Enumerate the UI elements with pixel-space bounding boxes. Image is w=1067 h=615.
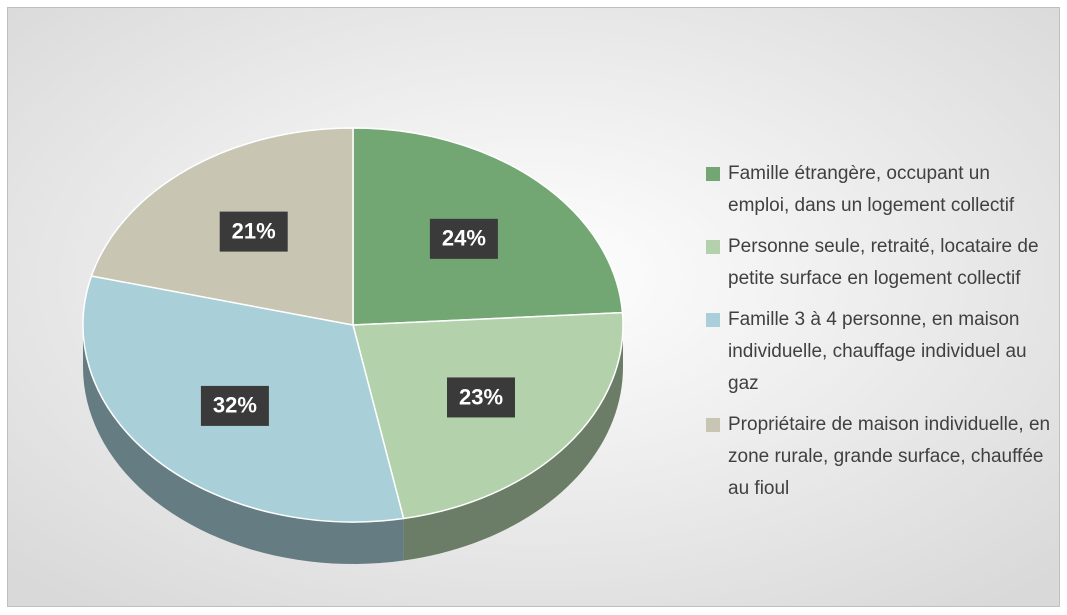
- pie-side: [83, 325, 404, 564]
- legend-swatch: [706, 167, 720, 181]
- value-label: 21%: [232, 218, 276, 243]
- legend-item: Propriétaire de maison individuelle, en …: [706, 409, 1051, 505]
- value-label-box: [200, 385, 269, 426]
- legend-label: Propriétaire de maison individuelle, en …: [728, 414, 1051, 499]
- value-label-box: [447, 377, 516, 418]
- legend-item: Famille étrangère, occupant un emploi, d…: [706, 158, 1051, 222]
- legend-label: Famille 3 à 4 personne, en maison indivi…: [728, 309, 1027, 394]
- legend-swatch: [706, 418, 720, 432]
- value-label-box: [219, 211, 288, 252]
- legend-swatch: [706, 240, 720, 254]
- value-label: 24%: [442, 226, 486, 251]
- legend-item: Famille 3 à 4 personne, en maison indivi…: [706, 304, 1051, 400]
- value-label-box: [429, 218, 498, 259]
- legend: Famille étrangère, occupant un emploi, d…: [706, 158, 1051, 514]
- legend-item: Personne seule, retraité, locataire de p…: [706, 231, 1051, 295]
- legend-label: Famille étrangère, occupant un emploi, d…: [728, 163, 1015, 216]
- value-label: 32%: [213, 393, 257, 418]
- legend-swatch: [706, 313, 720, 327]
- pie-side: [403, 325, 623, 561]
- pie: 24% 23% 32% 21%: [82, 127, 624, 564]
- value-label: 23%: [459, 384, 503, 409]
- legend-label: Personne seule, retraité, locataire de p…: [728, 236, 1039, 289]
